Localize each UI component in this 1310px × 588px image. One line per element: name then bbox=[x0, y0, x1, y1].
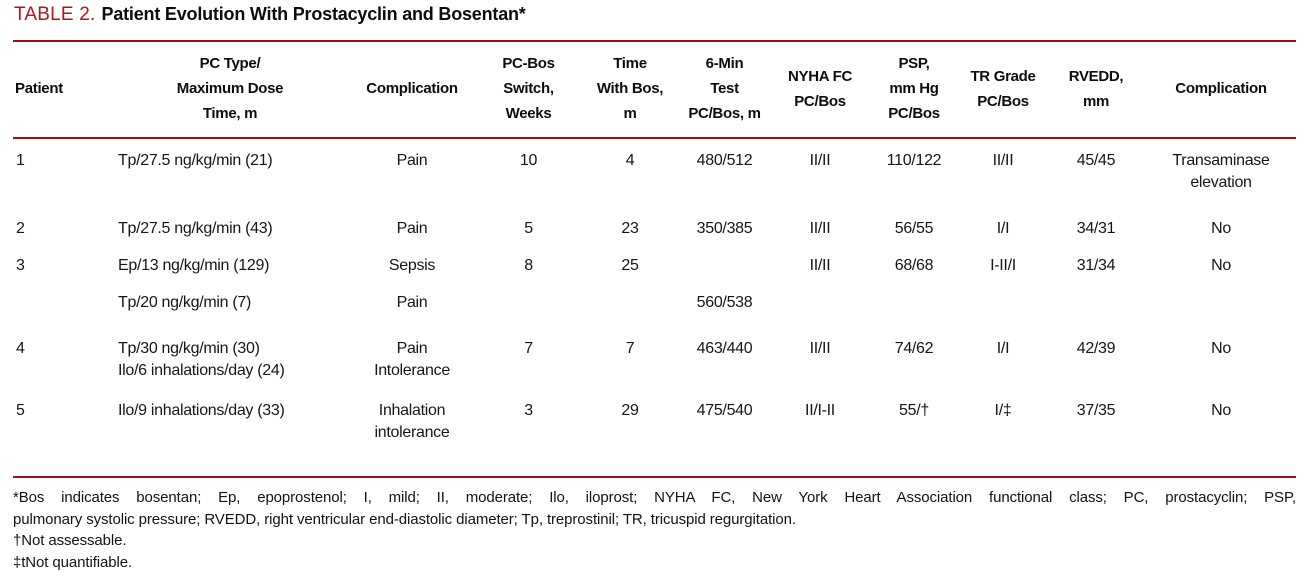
table-cell: Pain bbox=[396, 220, 428, 237]
table-cell: Ilo/9 inhalations/day (33) bbox=[118, 402, 285, 419]
table-cell: Pain bbox=[396, 294, 428, 311]
table-cell: 56/55 bbox=[894, 220, 934, 237]
table-cell: 475/540 bbox=[696, 402, 753, 419]
table-cell: 37/35 bbox=[1076, 402, 1116, 419]
table-cell: I-II/I bbox=[990, 257, 1016, 274]
table-cell: 350/385 bbox=[696, 220, 753, 237]
table-cell bbox=[13, 292, 110, 338]
table-cell bbox=[474, 292, 583, 338]
table-cell: 42/39 bbox=[1076, 340, 1116, 357]
table-cell: Ep/13 ng/kg/min (129) bbox=[118, 257, 270, 274]
header-cell: PSP, mm Hg PC/Bos bbox=[868, 42, 960, 139]
table-row: Tp/20 ng/kg/min (7) Pain 560/538 bbox=[13, 292, 1296, 338]
table-cell: II/II bbox=[809, 220, 831, 237]
table-cell bbox=[960, 292, 1046, 338]
header-cell: NYHA FC PC/Bos bbox=[772, 42, 868, 139]
table-cell: Tp/27.5 ng/kg/min (21) bbox=[118, 152, 273, 169]
table-body: 1 Tp/27.5 ng/kg/min (21) Pain 10 4 480/512 II/… bbox=[13, 138, 1296, 477]
table-cell: 29 bbox=[621, 402, 639, 419]
table-cell: 3 bbox=[16, 257, 25, 274]
table-cell: I/I bbox=[996, 220, 1010, 237]
table-cell: 7 bbox=[625, 340, 635, 357]
footnote-abbreviations-line2: pulmonary systolic pressure; RVEDD, righ… bbox=[13, 510, 796, 528]
table-cell: 3 bbox=[524, 402, 533, 419]
table-cell bbox=[1146, 292, 1296, 338]
table-cell: No bbox=[1211, 220, 1231, 237]
table-cell: 1 bbox=[16, 152, 25, 169]
table-cell: 55/† bbox=[899, 402, 929, 419]
header-cell: Patient bbox=[13, 42, 110, 139]
table-caption: TABLE 2. Patient Evolution With Prostacyc… bbox=[13, 4, 1296, 40]
header-cell: Complication bbox=[350, 42, 474, 139]
table-cell: 5 bbox=[16, 402, 25, 419]
table-cell bbox=[772, 292, 868, 338]
table-cell: 7 bbox=[524, 340, 533, 357]
table-cell: Tp/27.5 ng/kg/min (43) bbox=[118, 220, 273, 237]
table-cell: 4 bbox=[16, 340, 25, 357]
table-cell: 463/440 bbox=[696, 340, 753, 357]
header-cell: 6-Min Test PC/Bos, m bbox=[677, 42, 772, 139]
table-cell: 560/538 bbox=[696, 294, 753, 311]
header-cell: Complication bbox=[1146, 42, 1296, 139]
table-cell: 25 bbox=[621, 257, 639, 274]
table-header: Patient PC Type/Maximum Dose Time, m Compli… bbox=[13, 42, 1296, 139]
header-cell: PC-Bos Switch, Weeks bbox=[474, 42, 583, 139]
table-cell: II/II bbox=[809, 152, 831, 169]
table-cell: II/II bbox=[809, 257, 831, 274]
table-cell: 8 bbox=[524, 257, 533, 274]
table-cell bbox=[677, 255, 772, 292]
table-cell: 2 bbox=[16, 220, 25, 237]
header-cell: Time With Bos, m bbox=[583, 42, 677, 139]
footnote-double-dagger: ‡tNot quantifiable. bbox=[13, 553, 133, 571]
table-title: Patient Evolution With Prostacyclin and … bbox=[101, 4, 526, 24]
table-cell: 68/68 bbox=[894, 257, 934, 274]
header-cell: TR Grade PC/Bos bbox=[960, 42, 1046, 139]
table-cell: I/I bbox=[996, 340, 1010, 357]
table-cell: Tp/30 ng/kg/min (30) Ilo/6 inhalations/da… bbox=[118, 340, 285, 379]
table-cell: Tp/20 ng/kg/min (7) bbox=[118, 294, 252, 311]
top-rule bbox=[13, 40, 1296, 42]
table-footnotes: *Bos indicates bosentan; Ep, epoprosteno… bbox=[13, 478, 1296, 573]
header-row: Patient PC Type/Maximum Dose Time, m Compli… bbox=[13, 42, 1296, 139]
table-cell: 110/122 bbox=[886, 152, 942, 169]
table-cell: 5 bbox=[524, 220, 533, 237]
table-cell: No bbox=[1211, 340, 1231, 357]
footnote-abbreviations-line1: *Bos indicates bosentan; Ep, epoprosteno… bbox=[13, 489, 1296, 506]
table-row: 1 Tp/27.5 ng/kg/min (21) Pain 10 4 480/512 II/… bbox=[13, 138, 1296, 218]
table-cell: 23 bbox=[621, 220, 639, 237]
table-row: 2 Tp/27.5 ng/kg/min (43) Pain 5 23 350/385 II/… bbox=[13, 218, 1296, 255]
table-row: 4 Tp/30 ng/kg/min (30) Ilo/6 inhalations/d… bbox=[13, 338, 1296, 400]
table-cell: II/I-II bbox=[805, 402, 835, 419]
table-cell: 34/31 bbox=[1076, 220, 1116, 237]
header-cell: RVEDD, mm bbox=[1046, 42, 1146, 139]
table-cell: 74/62 bbox=[894, 340, 934, 357]
table-cell: II/II bbox=[809, 340, 831, 357]
table-cell bbox=[1046, 292, 1146, 338]
table-cell: I/‡ bbox=[994, 402, 1012, 419]
table-cell: Transaminase elevation bbox=[1172, 152, 1270, 191]
table-cell: No bbox=[1211, 402, 1231, 419]
table-cell: No bbox=[1211, 257, 1231, 274]
table-cell: 31/34 bbox=[1076, 257, 1116, 274]
table-cell: 4 bbox=[625, 152, 635, 169]
table-cell: II/II bbox=[992, 152, 1014, 169]
table-cell: 10 bbox=[519, 152, 538, 169]
table-cell: 480/512 bbox=[696, 152, 753, 169]
table-cell: 45/45 bbox=[1076, 152, 1116, 169]
footnote-dagger: †Not assessable. bbox=[13, 532, 127, 549]
header-cell: PC Type/Maximum Dose Time, m bbox=[110, 42, 350, 139]
table-cell: Inhalation intolerance bbox=[374, 402, 450, 441]
table-row: 5 Ilo/9 inhalations/day (33) Inhalation int… bbox=[13, 400, 1296, 477]
table-cell: Pain Intolerance bbox=[374, 340, 450, 379]
paper-table-figure: TABLE 2. Patient Evolution With Prostacyc… bbox=[13, 4, 1296, 573]
table-row: 3 Ep/13 ng/kg/min (129) Sepsis 8 25 II/II 68/6… bbox=[13, 255, 1296, 292]
table-cell: Pain bbox=[396, 152, 428, 169]
table-number-label: TABLE 2. bbox=[14, 4, 96, 25]
patient-table: Patient PC Type/Maximum Dose Time, m Compli… bbox=[13, 42, 1296, 478]
table-cell bbox=[868, 292, 960, 338]
table-cell bbox=[583, 292, 677, 338]
table-cell: Sepsis bbox=[388, 257, 436, 274]
